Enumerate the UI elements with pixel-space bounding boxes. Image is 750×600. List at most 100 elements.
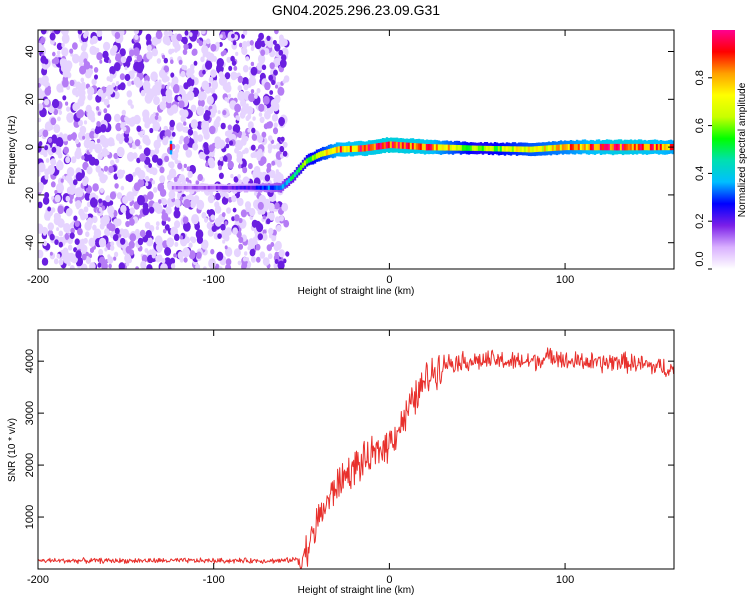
noise-speck xyxy=(105,84,114,95)
ridge-core xyxy=(365,144,369,152)
ridge-core xyxy=(531,146,535,153)
noise-speck xyxy=(236,140,244,149)
noise-speck xyxy=(184,30,189,36)
ridge-core xyxy=(273,185,277,190)
noise-speck xyxy=(42,196,50,205)
noise-speck xyxy=(173,176,178,182)
noise-speck xyxy=(85,251,89,257)
noise-speck xyxy=(202,266,207,269)
noise-speck xyxy=(85,104,92,113)
ridge-core xyxy=(331,147,335,154)
ridge-core xyxy=(337,146,341,153)
noise-speck xyxy=(59,132,63,138)
ridge-core xyxy=(585,144,589,151)
noise-speck xyxy=(133,114,141,125)
noise-speck xyxy=(221,196,229,205)
ridge-core xyxy=(467,145,471,151)
noise-speck xyxy=(236,198,241,203)
noise-speck xyxy=(169,119,175,128)
noise-speck xyxy=(125,261,130,267)
noise-speck xyxy=(196,199,205,210)
noise-speck xyxy=(195,180,200,186)
noise-speck xyxy=(275,143,281,150)
noise-speck xyxy=(57,218,65,228)
noise-speck xyxy=(282,79,286,84)
noise-speck xyxy=(52,98,60,109)
ridge-core xyxy=(611,143,615,151)
noise-speck xyxy=(266,162,272,170)
noise-speck xyxy=(244,147,249,154)
noise-speck xyxy=(124,66,128,71)
ridge-core xyxy=(433,144,437,151)
noise-speck xyxy=(97,88,104,97)
ridge-core xyxy=(275,185,279,190)
ridge-core xyxy=(357,145,361,152)
ridge-core xyxy=(201,186,205,190)
ridge-core xyxy=(327,149,331,155)
ridge-core xyxy=(321,150,325,157)
noise-speck xyxy=(198,151,205,160)
ridge-core xyxy=(507,146,511,152)
noise-speck xyxy=(89,38,95,45)
ridge-core xyxy=(435,144,439,151)
noise-speck xyxy=(144,221,151,229)
noise-speck xyxy=(145,182,149,187)
noise-speck xyxy=(203,146,210,155)
ridge-core xyxy=(469,145,473,151)
noise-speck xyxy=(89,65,93,70)
noise-speck xyxy=(52,136,57,143)
ridge-core xyxy=(491,146,495,152)
noise-speck xyxy=(166,94,173,104)
spectrogram-y-label: Frequency (Hz) xyxy=(7,116,18,185)
ridge-core xyxy=(269,185,273,190)
noise-speck xyxy=(71,132,77,140)
noise-speck xyxy=(250,66,258,76)
ridge-core xyxy=(393,141,397,149)
ridge-core xyxy=(627,143,631,151)
noise-speck xyxy=(155,221,160,227)
noise-speck xyxy=(47,222,54,231)
noise-speck xyxy=(99,207,103,212)
noise-speck xyxy=(56,253,61,259)
y-tick-label: -40 xyxy=(24,235,36,251)
noise-speck xyxy=(54,194,61,203)
noise-speck xyxy=(188,250,196,260)
noise-speck xyxy=(143,147,151,157)
noise-speck xyxy=(167,30,173,37)
ridge-core xyxy=(559,144,563,151)
ridge-core xyxy=(207,185,211,190)
noise-speck xyxy=(221,230,226,236)
noise-speck xyxy=(144,138,151,146)
noise-speck xyxy=(145,33,152,42)
noise-speck xyxy=(262,95,270,105)
noise-speck xyxy=(138,145,142,150)
noise-speck xyxy=(72,42,78,50)
noise-speck xyxy=(92,215,98,224)
noise-speck xyxy=(47,85,51,91)
noise-speck xyxy=(44,168,50,176)
noise-speck xyxy=(201,124,206,130)
ridge-core xyxy=(529,146,533,153)
ridge-core xyxy=(359,145,363,152)
ridge-core xyxy=(235,185,239,190)
colorbar-tick-label: 0.2 xyxy=(694,214,706,229)
ridge-core xyxy=(209,185,213,190)
noise-speck xyxy=(102,50,109,59)
noise-speck xyxy=(38,103,44,111)
noise-speck xyxy=(232,40,237,46)
noise-speck xyxy=(38,249,43,256)
noise-speck xyxy=(232,207,237,213)
noise-speck xyxy=(282,258,287,264)
noise-speck xyxy=(262,215,266,220)
ridge-core xyxy=(419,143,423,150)
noise-speck xyxy=(271,235,277,242)
noise-speck xyxy=(187,171,193,178)
noise-speck xyxy=(74,220,80,227)
noise-speck xyxy=(273,122,278,128)
ridge-core xyxy=(189,186,193,190)
noise-speck xyxy=(220,223,226,231)
noise-speck xyxy=(189,32,193,37)
noise-speck xyxy=(53,30,61,35)
noise-speck xyxy=(168,161,173,167)
noise-speck xyxy=(42,129,49,138)
